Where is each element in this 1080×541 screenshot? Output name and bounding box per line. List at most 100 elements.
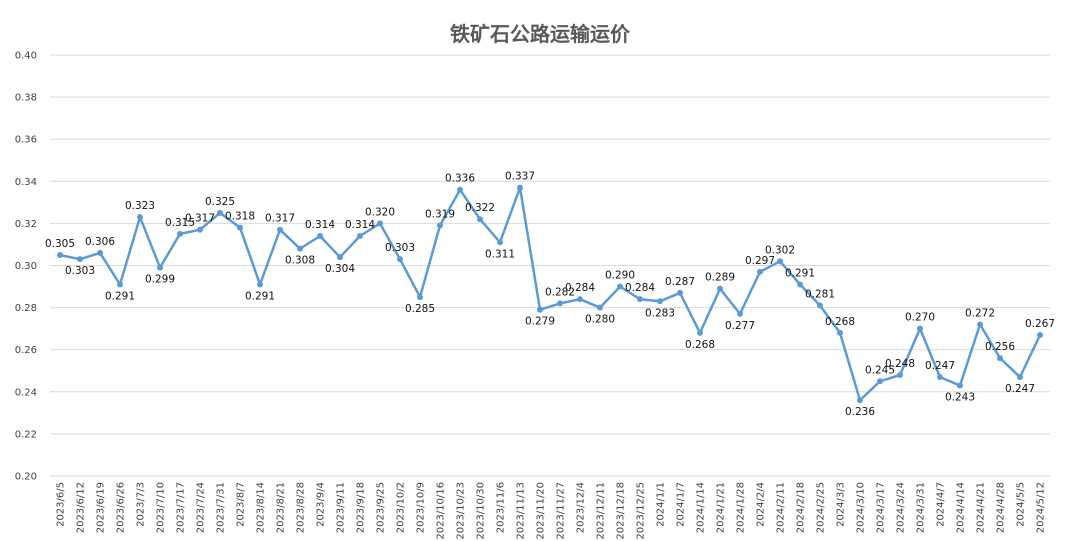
data-label: 0.247 <box>925 360 955 372</box>
y-tick-label: 0.30 <box>15 261 37 272</box>
x-tick-label: 2024/4/28 <box>996 482 1007 533</box>
x-tick-label: 2023/8/28 <box>296 482 307 533</box>
data-point <box>717 285 723 292</box>
data-point <box>377 220 383 227</box>
data-label: 0.319 <box>425 209 455 221</box>
data-points <box>57 184 1043 404</box>
x-tick-label: 2023/7/10 <box>156 482 167 533</box>
x-tick-label: 2023/6/5 <box>56 482 67 527</box>
x-tick-label: 2023/11/27 <box>556 482 567 540</box>
data-point <box>457 186 463 193</box>
data-label: 0.317 <box>185 213 215 225</box>
data-point <box>517 184 523 191</box>
data-point <box>317 233 323 240</box>
data-point <box>617 283 623 290</box>
data-point <box>357 233 363 240</box>
data-point <box>197 226 203 233</box>
data-label: 0.285 <box>405 303 435 315</box>
x-tick-label: 2024/2/11 <box>776 482 787 533</box>
x-tick-label: 2023/10/9 <box>416 482 427 533</box>
gridlines <box>50 54 1050 477</box>
x-tick-label: 2023/10/2 <box>396 482 407 533</box>
data-point <box>877 378 883 385</box>
data-label: 0.279 <box>525 316 555 328</box>
data-label: 0.320 <box>365 206 395 218</box>
data-point <box>137 214 143 221</box>
x-tick-label: 2024/1/28 <box>736 482 747 533</box>
data-label: 0.248 <box>885 358 915 370</box>
data-point <box>777 258 783 265</box>
data-point <box>97 249 103 256</box>
data-point <box>417 294 423 301</box>
data-label: 0.314 <box>305 219 335 231</box>
x-tick-label: 2023/12/18 <box>616 482 627 540</box>
data-point <box>277 226 283 233</box>
data-point <box>677 289 683 296</box>
x-tick-label: 2023/6/12 <box>76 482 87 533</box>
data-label: 0.308 <box>285 255 315 267</box>
x-tick-label: 2024/3/3 <box>836 482 847 527</box>
data-point <box>637 296 643 303</box>
data-point <box>897 371 903 378</box>
data-point <box>157 264 163 271</box>
data-label: 0.305 <box>45 238 75 250</box>
data-point <box>817 302 823 309</box>
data-label: 0.284 <box>625 282 655 294</box>
x-tick-label: 2023/11/20 <box>536 482 547 540</box>
data-label: 0.315 <box>165 217 195 229</box>
data-label: 0.284 <box>565 282 595 294</box>
x-tick-label: 2024/4/7 <box>936 482 947 527</box>
data-point <box>437 222 443 229</box>
data-label: 0.322 <box>465 202 495 214</box>
data-point <box>957 382 963 389</box>
data-label: 0.302 <box>765 244 795 256</box>
data-label: 0.277 <box>725 320 755 332</box>
x-tick-label: 2024/1/21 <box>716 482 727 533</box>
x-tick-label: 2024/2/18 <box>796 482 807 533</box>
x-tick-label: 2023/12/11 <box>596 482 607 540</box>
x-tick-label: 2024/3/31 <box>916 482 927 533</box>
y-tick-label: 0.38 <box>15 93 37 104</box>
data-label: 0.303 <box>385 242 415 254</box>
data-point <box>837 329 843 336</box>
data-label: 0.314 <box>345 219 375 231</box>
x-tick-label: 2023/7/31 <box>216 482 227 533</box>
x-tick-label: 2024/2/4 <box>756 482 767 527</box>
data-label: 0.268 <box>685 339 715 351</box>
x-tick-label: 2024/5/5 <box>1016 482 1027 527</box>
y-tick-label: 0.26 <box>15 345 37 356</box>
data-point <box>577 296 583 303</box>
x-tick-label: 2023/7/17 <box>176 482 187 533</box>
x-tick-label: 2023/8/21 <box>276 482 287 533</box>
x-tick-label: 2023/10/23 <box>456 482 467 540</box>
data-label: 0.323 <box>125 200 155 212</box>
x-tick-label: 2024/1/7 <box>676 482 687 527</box>
data-point <box>937 374 943 381</box>
data-point <box>597 304 603 311</box>
data-label: 0.311 <box>485 248 515 260</box>
data-point <box>557 300 563 307</box>
x-tick-label: 2023/11/13 <box>516 482 527 540</box>
y-tick-label: 0.24 <box>15 387 37 398</box>
data-label: 0.325 <box>205 196 235 208</box>
data-label: 0.290 <box>605 270 635 282</box>
data-point <box>477 216 483 223</box>
y-tick-label: 0.36 <box>15 135 37 146</box>
data-label: 0.236 <box>845 406 875 418</box>
x-tick-label: 2023/9/25 <box>376 482 387 533</box>
data-point <box>237 224 243 231</box>
data-label: 0.270 <box>905 312 935 324</box>
x-tick-label: 2023/10/16 <box>436 482 447 540</box>
y-tick-label: 0.28 <box>15 303 37 314</box>
x-tick-label: 2023/8/14 <box>256 482 267 533</box>
chart-title: 铁矿石公路运输运价 <box>450 22 631 46</box>
data-label: 0.297 <box>745 255 775 267</box>
data-point <box>757 268 763 275</box>
data-label: 0.289 <box>705 272 735 284</box>
x-tick-label: 2024/2/25 <box>816 482 827 533</box>
data-label: 0.268 <box>825 316 855 328</box>
data-label: 0.304 <box>325 263 355 275</box>
data-point <box>257 281 263 288</box>
y-tick-label: 0.34 <box>15 177 37 188</box>
data-point <box>797 281 803 288</box>
